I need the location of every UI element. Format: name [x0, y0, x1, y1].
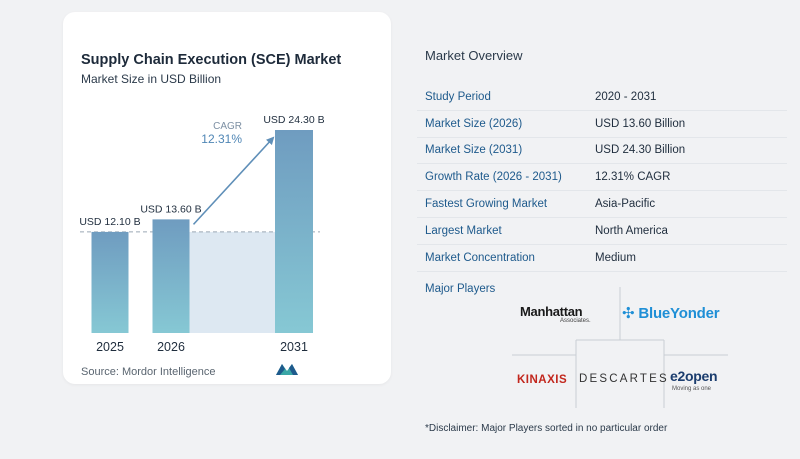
overview-row-growth-rate: Growth Rate (2026 - 2031) 12.31% CAGR [417, 164, 787, 192]
data-label-2026: USD 13.60 B [140, 203, 201, 215]
overview-value: USD 24.30 Billion [595, 144, 686, 157]
overview-value: North America [595, 224, 668, 237]
x-tick-2031: 2031 [280, 340, 308, 354]
bar-2031 [275, 130, 313, 333]
data-label-2031: USD 24.30 B [263, 114, 324, 126]
disclaimer-text: *Disclaimer: Major Players sorted in no … [425, 423, 668, 434]
cagr-arrow [192, 136, 275, 225]
x-tick-2026: 2026 [157, 340, 185, 354]
overview-row-study-period: Study Period 2020 - 2031 [417, 84, 787, 111]
cagr-label: CAGR [213, 121, 242, 132]
overview-row-market-size-2031: Market Size (2031) USD 24.30 Billion [417, 138, 787, 165]
bar-2026 [152, 219, 190, 333]
e2open-tagline: Moving as one [672, 386, 712, 392]
overview-label: Market Size (2031) [425, 144, 523, 157]
overview-value: 2020 - 2031 [595, 90, 657, 103]
source-text: Source: Mordor Intelligence [81, 366, 216, 378]
mordor-logo-icon [276, 364, 298, 375]
manhattan-sub: Associates. [560, 318, 591, 324]
kinaxis-logo: KINAXIS [517, 374, 568, 386]
overview-label: Market Size (2026) [425, 117, 523, 130]
chart-subtitle: Market Size in USD Billion [81, 72, 222, 86]
overview-label: Largest Market [425, 224, 502, 237]
overview-label: Market Concentration [425, 251, 535, 264]
baseline-shade-area [189, 231, 275, 333]
overview-row-market-size-2026: Market Size (2026) USD 13.60 Billion [417, 111, 787, 138]
overview-row-concentration: Market Concentration Medium [417, 245, 787, 272]
blue-yonder-logo: ✣ BlueYonder [622, 304, 720, 322]
overview-label: Growth Rate (2026 - 2031) [425, 171, 562, 184]
blue-yonder-name: BlueYonder [638, 305, 720, 322]
x-tick-2025: 2025 [96, 340, 124, 354]
market-overview-table: Study Period 2020 - 2031 Market Size (20… [417, 84, 787, 272]
overview-label: Fastest Growing Market [425, 198, 548, 211]
major-players-title: Major Players [425, 283, 496, 295]
market-overview-title: Market Overview [425, 48, 523, 63]
data-label-2025: USD 12.10 B [79, 216, 140, 228]
descartes-logo: DESCARTES [579, 373, 669, 385]
chart-title: Supply Chain Execution (SCE) Market [81, 52, 342, 68]
overview-value: Asia-Pacific [595, 198, 656, 211]
overview-label: Study Period [425, 90, 491, 103]
e2open-logo: e2open Moving as one [670, 368, 718, 392]
bar-2025 [91, 231, 129, 333]
overview-value: Medium [595, 251, 636, 264]
overview-row-fastest-growing: Fastest Growing Market Asia-Pacific [417, 191, 787, 218]
overview-value: 12.31% CAGR [595, 171, 671, 184]
manhattan-associates-logo: Manhattan Associates. [520, 303, 591, 324]
overview-value: USD 13.60 Billion [595, 117, 686, 130]
manhattan-name: Manhattan [520, 304, 583, 319]
e2open-name: e2open [670, 368, 718, 384]
blue-yonder-mark-icon: ✣ [622, 305, 635, 322]
overview-row-largest-market: Largest Market North America [417, 218, 787, 245]
cagr-value: 12.31% [201, 132, 242, 146]
